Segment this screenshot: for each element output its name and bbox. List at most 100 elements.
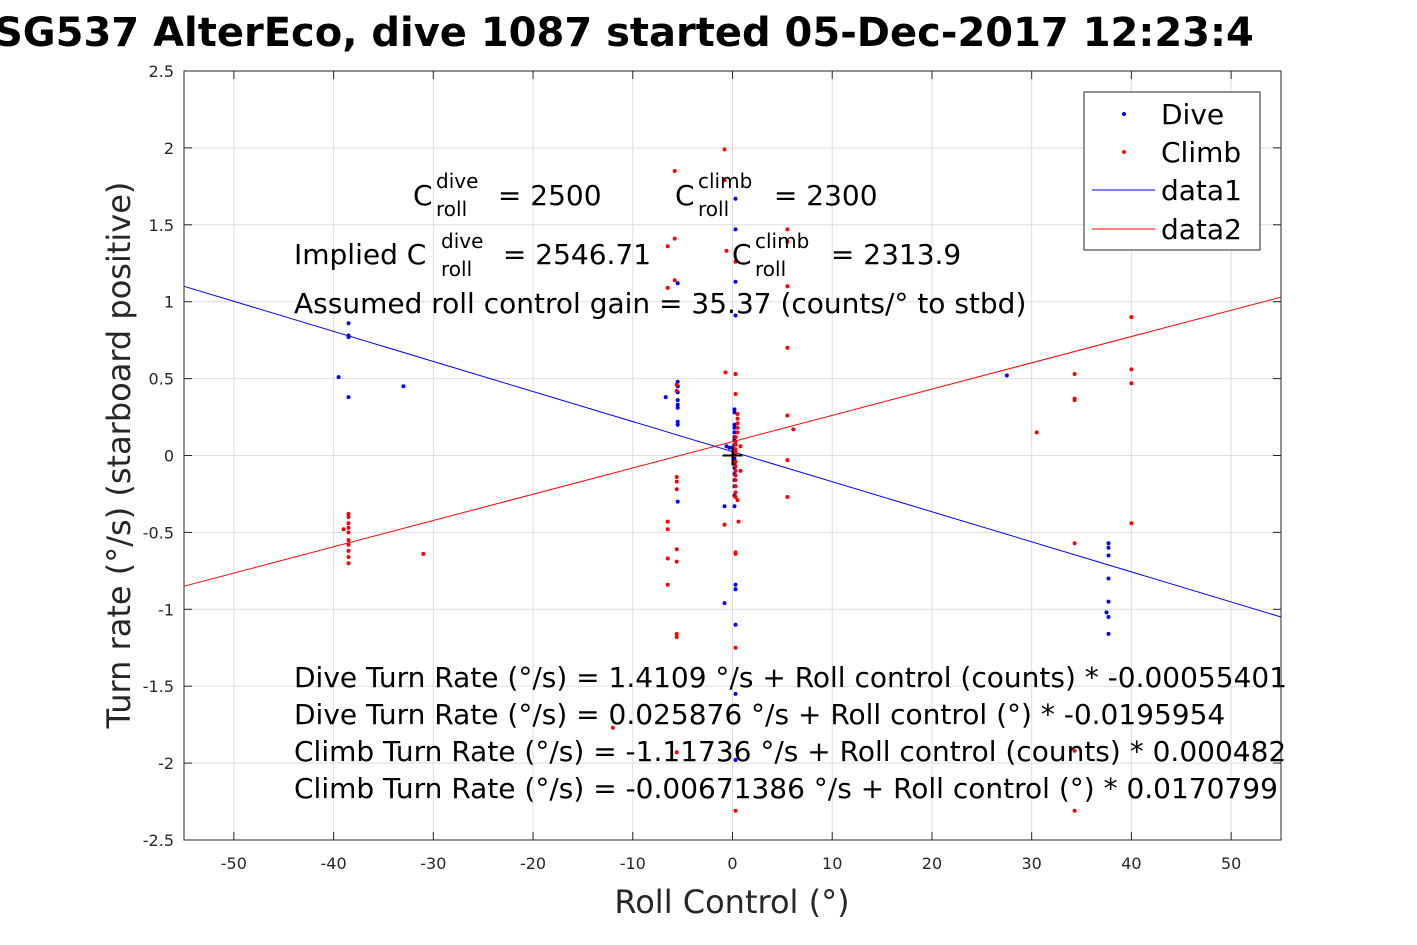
climb-point [346, 548, 351, 553]
climb-point [341, 527, 346, 532]
climb-point [733, 478, 738, 483]
climb-point [724, 248, 729, 253]
legend-data2-label: data2 [1161, 213, 1242, 246]
climb-point [733, 459, 738, 464]
dive-point [722, 601, 727, 606]
climb-point [735, 416, 740, 421]
y-tick-label: -1 [158, 600, 174, 619]
climb-point [665, 556, 670, 561]
climb-point [674, 487, 679, 492]
dive-point [733, 758, 738, 762]
dive-point [732, 430, 737, 435]
climb-point [665, 519, 670, 524]
climb-point [610, 725, 615, 730]
dive-point [675, 379, 680, 384]
x-tick-label: 50 [1221, 854, 1241, 873]
climb-point [722, 147, 727, 152]
data-points [336, 147, 1134, 813]
dive-point [1104, 610, 1109, 615]
climb-point [1129, 367, 1134, 372]
dive-point [663, 395, 668, 400]
dive-point [675, 281, 680, 286]
dive-point [675, 402, 680, 407]
dive-point [722, 504, 727, 509]
climb-point [733, 473, 738, 478]
climb-point [735, 412, 740, 416]
dive-point [346, 335, 351, 340]
dive-point [724, 444, 729, 449]
dive-point [675, 405, 680, 410]
climb-point [785, 284, 790, 289]
climb-point [346, 555, 351, 559]
climb-point [1072, 372, 1077, 376]
dive-point [401, 384, 406, 389]
dive-point [733, 279, 738, 284]
climb-point [674, 631, 679, 636]
climb-point [665, 285, 670, 290]
climb-point [674, 382, 679, 387]
dive-point [675, 398, 680, 403]
legend: Dive Climb data1 data2 [1083, 91, 1261, 251]
climb-point [738, 468, 743, 473]
climb-point [1072, 808, 1077, 813]
climb-point [733, 468, 738, 473]
climb-point [733, 439, 738, 444]
climb-point [785, 458, 790, 463]
climb-point [733, 808, 738, 813]
climb-point [733, 484, 738, 489]
y-axis-ticks: -2.5 -2 -1.5 -1 -0.5 0 0.5 1 1.5 2 2.5 [143, 62, 1281, 850]
dive-point [675, 422, 680, 427]
climb-point [733, 435, 738, 439]
x-tick-label: 20 [922, 854, 942, 873]
dive-fit-degrees-equation: Dive Turn Rate (°/s) = 0.025876 °/s + Ro… [294, 698, 1225, 731]
y-tick-label: -0.5 [143, 523, 174, 542]
y-tick-label: -1.5 [143, 677, 174, 696]
climb-point [733, 442, 738, 447]
climb-point [346, 530, 351, 535]
x-tick-label: -40 [321, 854, 347, 873]
climb-point [1129, 521, 1134, 526]
climb-point [736, 519, 741, 524]
y-tick-label: 0 [164, 447, 174, 466]
dive-point [675, 499, 680, 504]
climb-point [791, 427, 796, 432]
climb-point [421, 551, 426, 556]
y-tick-label: 1 [164, 293, 174, 312]
legend-data1-label: data1 [1161, 174, 1242, 207]
dive-point [1106, 576, 1111, 581]
climb-point [674, 559, 679, 564]
legend-climb-label: Climb [1161, 136, 1241, 169]
climb-point [733, 490, 738, 495]
legend-box [1083, 91, 1261, 251]
climb-fit-degrees-equation: Climb Turn Rate (°/s) = -0.00671386 °/s … [294, 772, 1278, 805]
climb-point [733, 495, 738, 499]
climb-point [733, 551, 738, 556]
dive-point [346, 321, 351, 326]
y-axis-label: Turn rate (°/s) (starboard positive) [100, 182, 138, 730]
climb-point [733, 450, 738, 455]
climb-point [1034, 430, 1039, 435]
climb-point [672, 236, 677, 241]
x-tick-label: -30 [420, 854, 446, 873]
climb-point [735, 421, 740, 426]
y-tick-label: 2 [164, 139, 174, 158]
x-tick-label: -10 [620, 854, 646, 873]
climb-point [346, 542, 351, 547]
climb-point [1072, 398, 1077, 403]
climb-point [674, 479, 679, 484]
legend-dive-label: Dive [1161, 98, 1224, 131]
legend-climb-marker [1122, 150, 1126, 154]
y-tick-label: 1.5 [149, 216, 174, 235]
climb-point [665, 244, 670, 249]
x-tick-label: 10 [822, 854, 842, 873]
climb-point [735, 425, 740, 430]
climb-point [674, 388, 679, 393]
climb-point [733, 645, 738, 650]
dive-point [733, 196, 738, 201]
dive-point [733, 622, 738, 627]
climb-point [723, 370, 728, 375]
dive-point [732, 422, 737, 427]
climb-fit-counts-equation: Climb Turn Rate (°/s) = -1.11736 °/s + R… [294, 735, 1286, 768]
